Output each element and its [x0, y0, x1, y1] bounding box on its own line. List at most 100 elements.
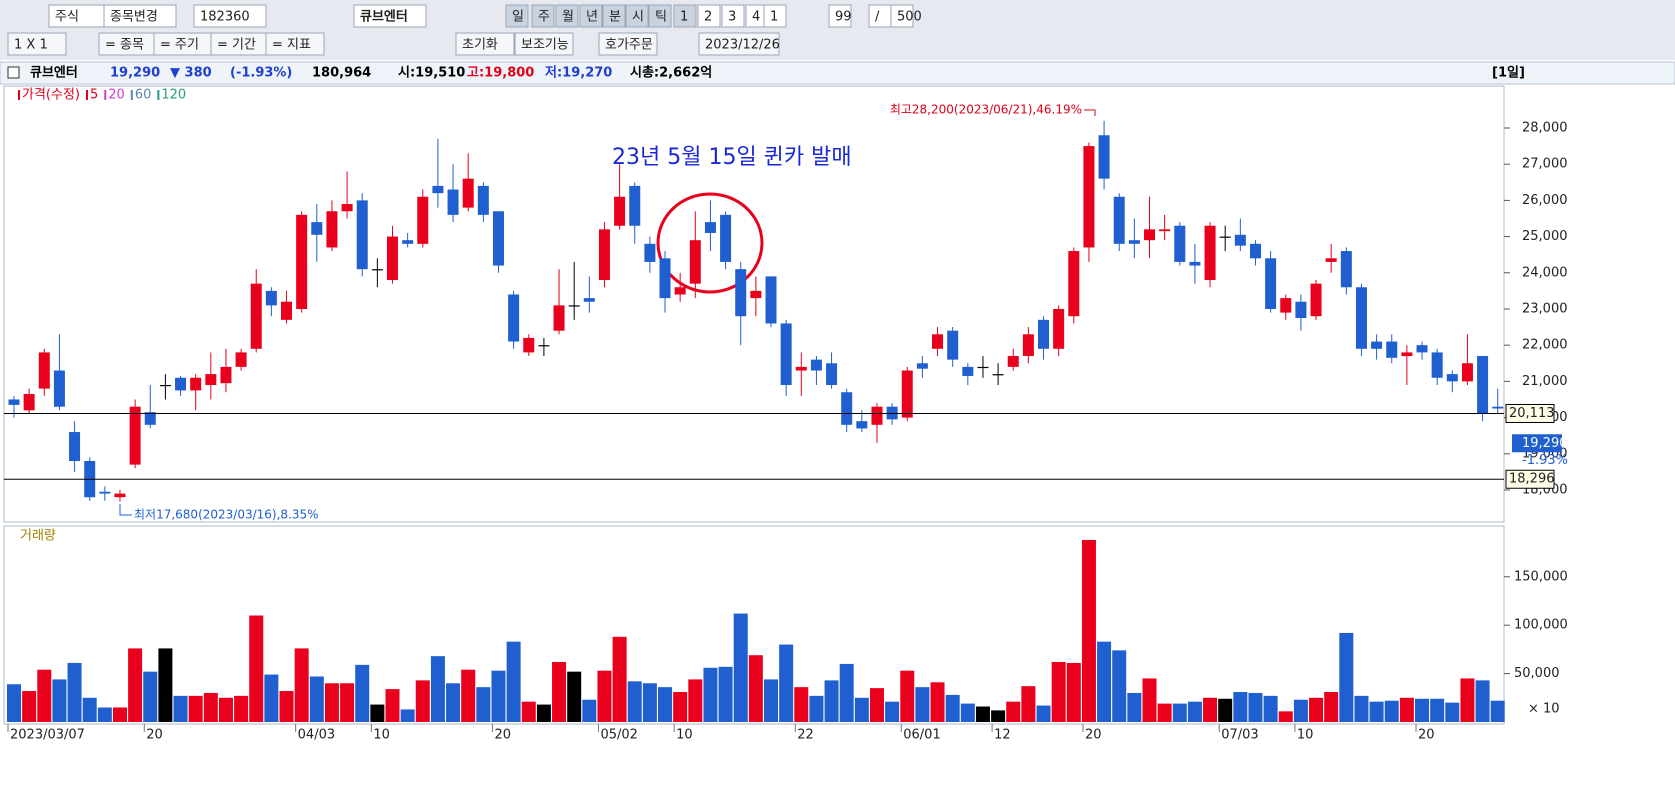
candle-body: [659, 258, 671, 299]
toolbar-button[interactable]: [514, 32, 574, 56]
volume-bar: [234, 695, 249, 722]
candle-body: [901, 370, 913, 418]
candle-body: [356, 200, 368, 270]
y-tick-label: 21,000: [1522, 374, 1568, 389]
candle-body: [598, 229, 610, 281]
volume-bar: [869, 688, 884, 722]
volume-bar: [37, 669, 52, 722]
annotation: 23년 5월 15일 퀸카 발매: [612, 145, 852, 170]
toolbar-button[interactable]: [868, 4, 892, 28]
volume-bar: [839, 663, 854, 722]
x-tick-label: 10: [676, 728, 693, 743]
candle-body: [1310, 283, 1322, 317]
toolbar-button[interactable]: [648, 4, 672, 28]
volume-bar: [1142, 678, 1157, 722]
toolbar-label: 1: [770, 10, 778, 25]
volume-bar: [506, 641, 521, 722]
toolbar-button[interactable]: [579, 4, 603, 28]
candle-body: [387, 236, 398, 281]
toolbar-button[interactable]: [828, 4, 852, 28]
low-arrow: [119, 504, 132, 516]
volume-bar: [82, 697, 97, 722]
candle-body: [235, 352, 247, 367]
toolbar-button[interactable]: [7, 32, 67, 56]
volume-bar: [748, 655, 763, 722]
legend-swatch: [104, 90, 107, 100]
toolbar-button[interactable]: [103, 4, 177, 28]
price-line-box: [1505, 469, 1555, 489]
volume-bar: [991, 710, 1006, 722]
volume-bar: [446, 683, 461, 722]
legend-label: 5: [90, 88, 98, 103]
candle-body: [689, 240, 701, 284]
x-tick-label: 10: [1297, 728, 1314, 743]
volume-bar: [567, 671, 582, 722]
volume-bar: [143, 671, 158, 722]
candle-body: [568, 305, 580, 307]
toolbar-button[interactable]: [890, 4, 914, 28]
high-label: 최고28,200(2023/06/21),46.19%: [890, 103, 1082, 117]
toolbar-button[interactable]: [602, 4, 626, 28]
candle-body: [492, 211, 504, 266]
candle-body: [735, 269, 747, 317]
volume-bar: [794, 687, 809, 722]
candle-body: [932, 334, 944, 349]
volume-bar: [597, 670, 612, 722]
volume-bar: [900, 670, 915, 722]
candle-body: [765, 276, 777, 324]
toolbar-label: 2: [704, 10, 712, 25]
price-line-label: 20,113: [1509, 406, 1555, 421]
toolbar-button[interactable]: [531, 4, 555, 28]
toolbar-button[interactable]: [598, 32, 658, 56]
candle-body: [1249, 243, 1261, 259]
toolbar-label: = 지표: [272, 38, 311, 53]
volume-bar: [1006, 701, 1021, 722]
toolbar-button[interactable]: [455, 32, 515, 56]
volume-bar: [249, 615, 264, 722]
info-item: 180,964: [312, 66, 371, 81]
volume-title: 거래량: [20, 529, 56, 544]
checkbox[interactable]: [7, 66, 20, 79]
toolbar-button[interactable]: [697, 4, 721, 28]
candle-body: [841, 392, 853, 425]
y-tick-label: 22,000: [1522, 338, 1568, 353]
price-line-box: [1505, 403, 1555, 423]
volume-bar: [1248, 692, 1263, 722]
legend-label: 120: [161, 88, 186, 103]
candle-body: [326, 211, 338, 248]
candle-body: [311, 222, 323, 235]
toolbar-button[interactable]: [265, 32, 325, 56]
volume-bar: [309, 676, 324, 722]
volume-bar: [1021, 686, 1036, 722]
candle-body: [1477, 356, 1489, 414]
volume-bar: [1233, 691, 1248, 722]
toolbar-button[interactable]: [555, 4, 579, 28]
volume-unit: × 10: [1528, 702, 1560, 717]
volume-bar: [1354, 695, 1369, 722]
volume-bar: [612, 636, 627, 722]
toolbar-button[interactable]: [721, 4, 745, 28]
candle-body: [205, 374, 217, 385]
toolbar-label: 시: [632, 10, 644, 25]
y-tick-label: 100,000: [1514, 618, 1568, 633]
y-tick-label: 24,000: [1522, 265, 1568, 280]
toolbar-label: /: [875, 10, 880, 25]
volume-bar: [915, 687, 930, 722]
candle-body: [583, 298, 595, 302]
toolbar-button[interactable]: [353, 4, 427, 28]
toolbar-button[interactable]: [193, 4, 267, 28]
toolbar-button[interactable]: [673, 4, 697, 28]
toolbar-button[interactable]: [505, 4, 529, 28]
candle-body: [644, 243, 656, 262]
toolbar-button[interactable]: [763, 4, 787, 28]
candle-body: [704, 222, 716, 233]
candle-body: [1265, 258, 1277, 309]
toolbar-button[interactable]: [698, 32, 780, 56]
toolbar-button[interactable]: [625, 4, 649, 28]
x-tick-label: 20: [494, 728, 511, 743]
x-tick-label: 20: [1085, 728, 1102, 743]
toolbar-label: 큐브엔터: [360, 9, 408, 25]
candle-body: [1401, 352, 1413, 357]
candle-body: [38, 352, 50, 389]
